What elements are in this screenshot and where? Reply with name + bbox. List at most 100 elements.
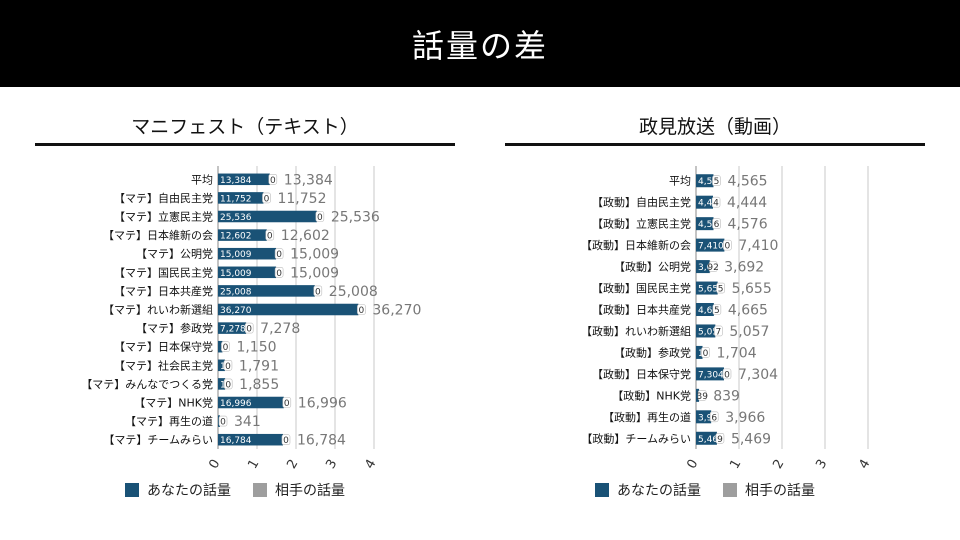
bar-theirs-marker <box>697 390 707 401</box>
bar-theirs-marker <box>274 248 284 259</box>
bar-yours <box>696 260 710 274</box>
bar-yours <box>218 210 317 223</box>
category-label: 【マテ】みんなでつくる党 <box>81 378 213 391</box>
x-tick-label: 0 <box>206 457 223 472</box>
category-label: 【政動】れいわ新選組 <box>581 324 691 338</box>
bar-total-label: 16,784 <box>297 433 346 449</box>
bar-theirs-marker <box>218 415 228 427</box>
left-legend: あなたの話量 相手の話量 <box>125 480 367 500</box>
bar-yours <box>218 322 247 334</box>
bar-yours <box>696 217 714 231</box>
bar-theirs-value-label: 9 <box>717 435 723 445</box>
category-label: 【マテ】日本保守党 <box>114 340 213 354</box>
bar-total-label: 16,996 <box>298 396 347 412</box>
bar-theirs-marker <box>262 192 271 204</box>
bar-theirs-marker <box>281 434 291 446</box>
bar-theirs-marker <box>709 411 719 423</box>
category-label: 【マテ】立憲民主党 <box>114 210 213 224</box>
bar-theirs-marker <box>712 304 722 315</box>
bar-total-label: 7,304 <box>738 367 778 383</box>
bar-total-label: 15,009 <box>290 265 339 281</box>
legend-label-theirs: 相手の話量 <box>745 483 815 499</box>
bar-theirs-value-label: 0 <box>317 213 323 223</box>
page-title: 話量の差 <box>411 26 548 65</box>
bar-total-label: 341 <box>234 414 261 430</box>
bar-yours-value-label: 5,050 <box>698 327 724 337</box>
bar-yours-value-label: 7,304 <box>698 370 724 380</box>
bar-total-label: 4,576 <box>728 217 768 233</box>
x-tick-label: 3 <box>323 457 340 472</box>
x-tick-label: 1 <box>727 457 744 472</box>
bar-yours-value-label: 7,410 <box>698 242 724 252</box>
legend-swatch-theirs <box>723 483 737 497</box>
bar-total-label: 12,602 <box>281 228 330 244</box>
x-tick-label: 4 <box>856 457 873 472</box>
bar-theirs-marker <box>723 239 732 251</box>
bar-yours <box>696 345 703 359</box>
bar-total-label: 1,791 <box>239 358 279 374</box>
bar-total-label: 7,410 <box>738 238 778 254</box>
x-tick-label: 0 <box>684 457 701 472</box>
bar-theirs-marker <box>223 359 233 371</box>
left-title-rule <box>35 143 455 146</box>
category-label: 【マテ】再生の道 <box>125 414 213 428</box>
bar-theirs-marker <box>268 174 278 185</box>
bar-yours <box>218 396 284 409</box>
bar-theirs-value-label: 0 <box>225 380 231 390</box>
bar-total-label: 11,752 <box>277 191 326 207</box>
bar-yours <box>218 266 277 279</box>
bar-theirs-marker <box>712 175 721 187</box>
right-title-rule <box>505 143 925 146</box>
category-label: 【マテ】国民民主党 <box>114 266 213 279</box>
bar-yours-value-label: 4,440 <box>698 199 724 209</box>
bar-theirs-marker <box>708 261 718 272</box>
bar-theirs-marker <box>712 218 721 229</box>
bar-yours-value-label: 1,150 <box>220 343 246 353</box>
bar-yours <box>696 388 700 402</box>
bar-theirs-value-label: 5 <box>718 285 724 295</box>
bar-theirs-marker <box>223 378 233 390</box>
category-label: 【政動】日本保守党 <box>592 367 691 381</box>
bar-theirs-marker <box>701 347 710 358</box>
bar-yours-value-label: 1,704 <box>698 349 724 359</box>
bar-yours-value-label: 25,008 <box>220 287 252 297</box>
bar-theirs-value-label: 39 <box>696 392 708 402</box>
category-label: 【マテ】日本共産党 <box>114 284 213 298</box>
bar-yours-value-label: 11,752 <box>220 194 252 204</box>
bar-yours <box>696 195 714 209</box>
bar-theirs-value-label: 0 <box>283 436 289 446</box>
legend-item-yours: あなたの話量 <box>595 480 701 500</box>
bar-yours <box>218 378 226 390</box>
bar-yours-value-label: 341 <box>220 418 237 428</box>
bar-total-label: 25,008 <box>329 284 378 300</box>
bar-theirs-marker <box>716 282 725 294</box>
category-label: 【政動】立憲民主党 <box>592 217 691 231</box>
bar-yours <box>696 281 718 295</box>
bar-yours-value-label: 4,570 <box>698 220 724 230</box>
x-tick-label: 2 <box>284 457 301 472</box>
category-label: 【政動】NHK党 <box>612 388 691 402</box>
right-chart-title: 政見放送（動画） <box>638 116 791 138</box>
x-tick-label: 1 <box>245 457 262 472</box>
bar-theirs-marker <box>244 322 254 334</box>
bar-theirs-marker <box>221 341 230 353</box>
bar-yours <box>696 431 717 445</box>
bar-theirs-value-label: 0 <box>267 232 273 242</box>
right-legend: あなたの話量 相手の話量 <box>595 480 837 500</box>
bar-total-label: 5,655 <box>732 281 772 297</box>
category-label: 【政動】参政党 <box>614 345 691 359</box>
category-label: 【マテ】公明党 <box>136 248 213 261</box>
category-label: 平均 <box>191 173 213 186</box>
bar-total-label: 5,469 <box>731 431 771 447</box>
bar-theirs-value-label: 0 <box>225 362 231 372</box>
bar-theirs-value-label: 0 <box>264 194 270 204</box>
category-label: 【政動】国民民主党 <box>592 281 691 295</box>
bar-yours-value-label: 1,855 <box>220 380 246 390</box>
bar-theirs-value-label: 0 <box>703 349 709 359</box>
legend-item-theirs: 相手の話量 <box>723 480 815 500</box>
category-label: 【マテ】れいわ新選組 <box>103 303 213 317</box>
bar-total-label: 4,444 <box>727 195 767 211</box>
bar-theirs-value-label: 0 <box>284 399 290 409</box>
bar-yours-value-label: 36,270 <box>220 306 252 316</box>
